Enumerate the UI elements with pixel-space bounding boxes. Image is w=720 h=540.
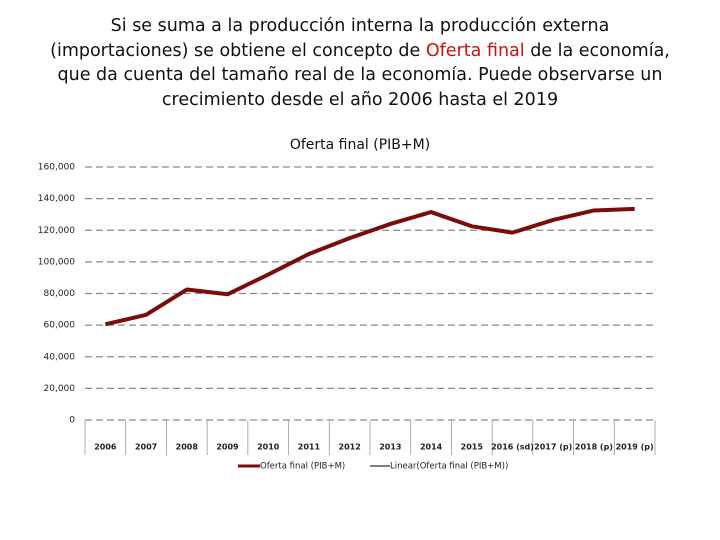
y-tick-label: 120,000 — [38, 226, 75, 236]
y-tick-label: 140,000 — [38, 194, 75, 204]
heading-highlight: Oferta final — [425, 40, 525, 61]
y-tick-label: 160,000 — [38, 163, 75, 173]
x-tick-label: 2006 — [94, 443, 117, 452]
legend-label: Oferta final (PIB+M) — [260, 462, 345, 472]
y-tick-label: 40,000 — [44, 352, 76, 362]
legend-label: Linear(Oferta final (PIB+M)) — [390, 462, 508, 472]
x-tick-label: 2018 (p) — [575, 443, 613, 452]
x-tick-label: 2019 (p) — [616, 443, 654, 452]
x-tick-label: 2008 — [176, 443, 199, 452]
x-tick-label: 2016 (sd) — [491, 443, 534, 452]
y-tick-label: 80,000 — [44, 289, 76, 299]
x-tick-label: 2013 — [379, 443, 401, 452]
y-tick-label: 20,000 — [44, 384, 76, 394]
series-line — [104, 206, 635, 327]
heading-text: de la economía, que da cuenta del tamaño… — [57, 40, 670, 110]
heading-text: Si se suma a la producción interna la pr… — [50, 16, 610, 61]
heading: Si se suma a la producción interna la pr… — [40, 14, 680, 112]
y-tick-label: 100,000 — [38, 257, 75, 267]
x-tick-label: 2007 — [135, 443, 157, 452]
y-tick-label: 60,000 — [44, 321, 76, 331]
x-tick-label: 2014 — [420, 443, 443, 452]
x-tick-label: 2015 — [461, 443, 484, 452]
x-tick-label: 2011 — [298, 443, 321, 452]
y-tick-label: 0 — [69, 416, 75, 426]
x-tick-label: 2010 — [257, 443, 280, 452]
x-tick-label: 2017 (p) — [534, 443, 572, 452]
x-tick-label: 2009 — [216, 443, 239, 452]
x-tick-label: 2012 — [339, 443, 361, 452]
chart-title: Oferta final (PIB+M) — [290, 137, 430, 153]
